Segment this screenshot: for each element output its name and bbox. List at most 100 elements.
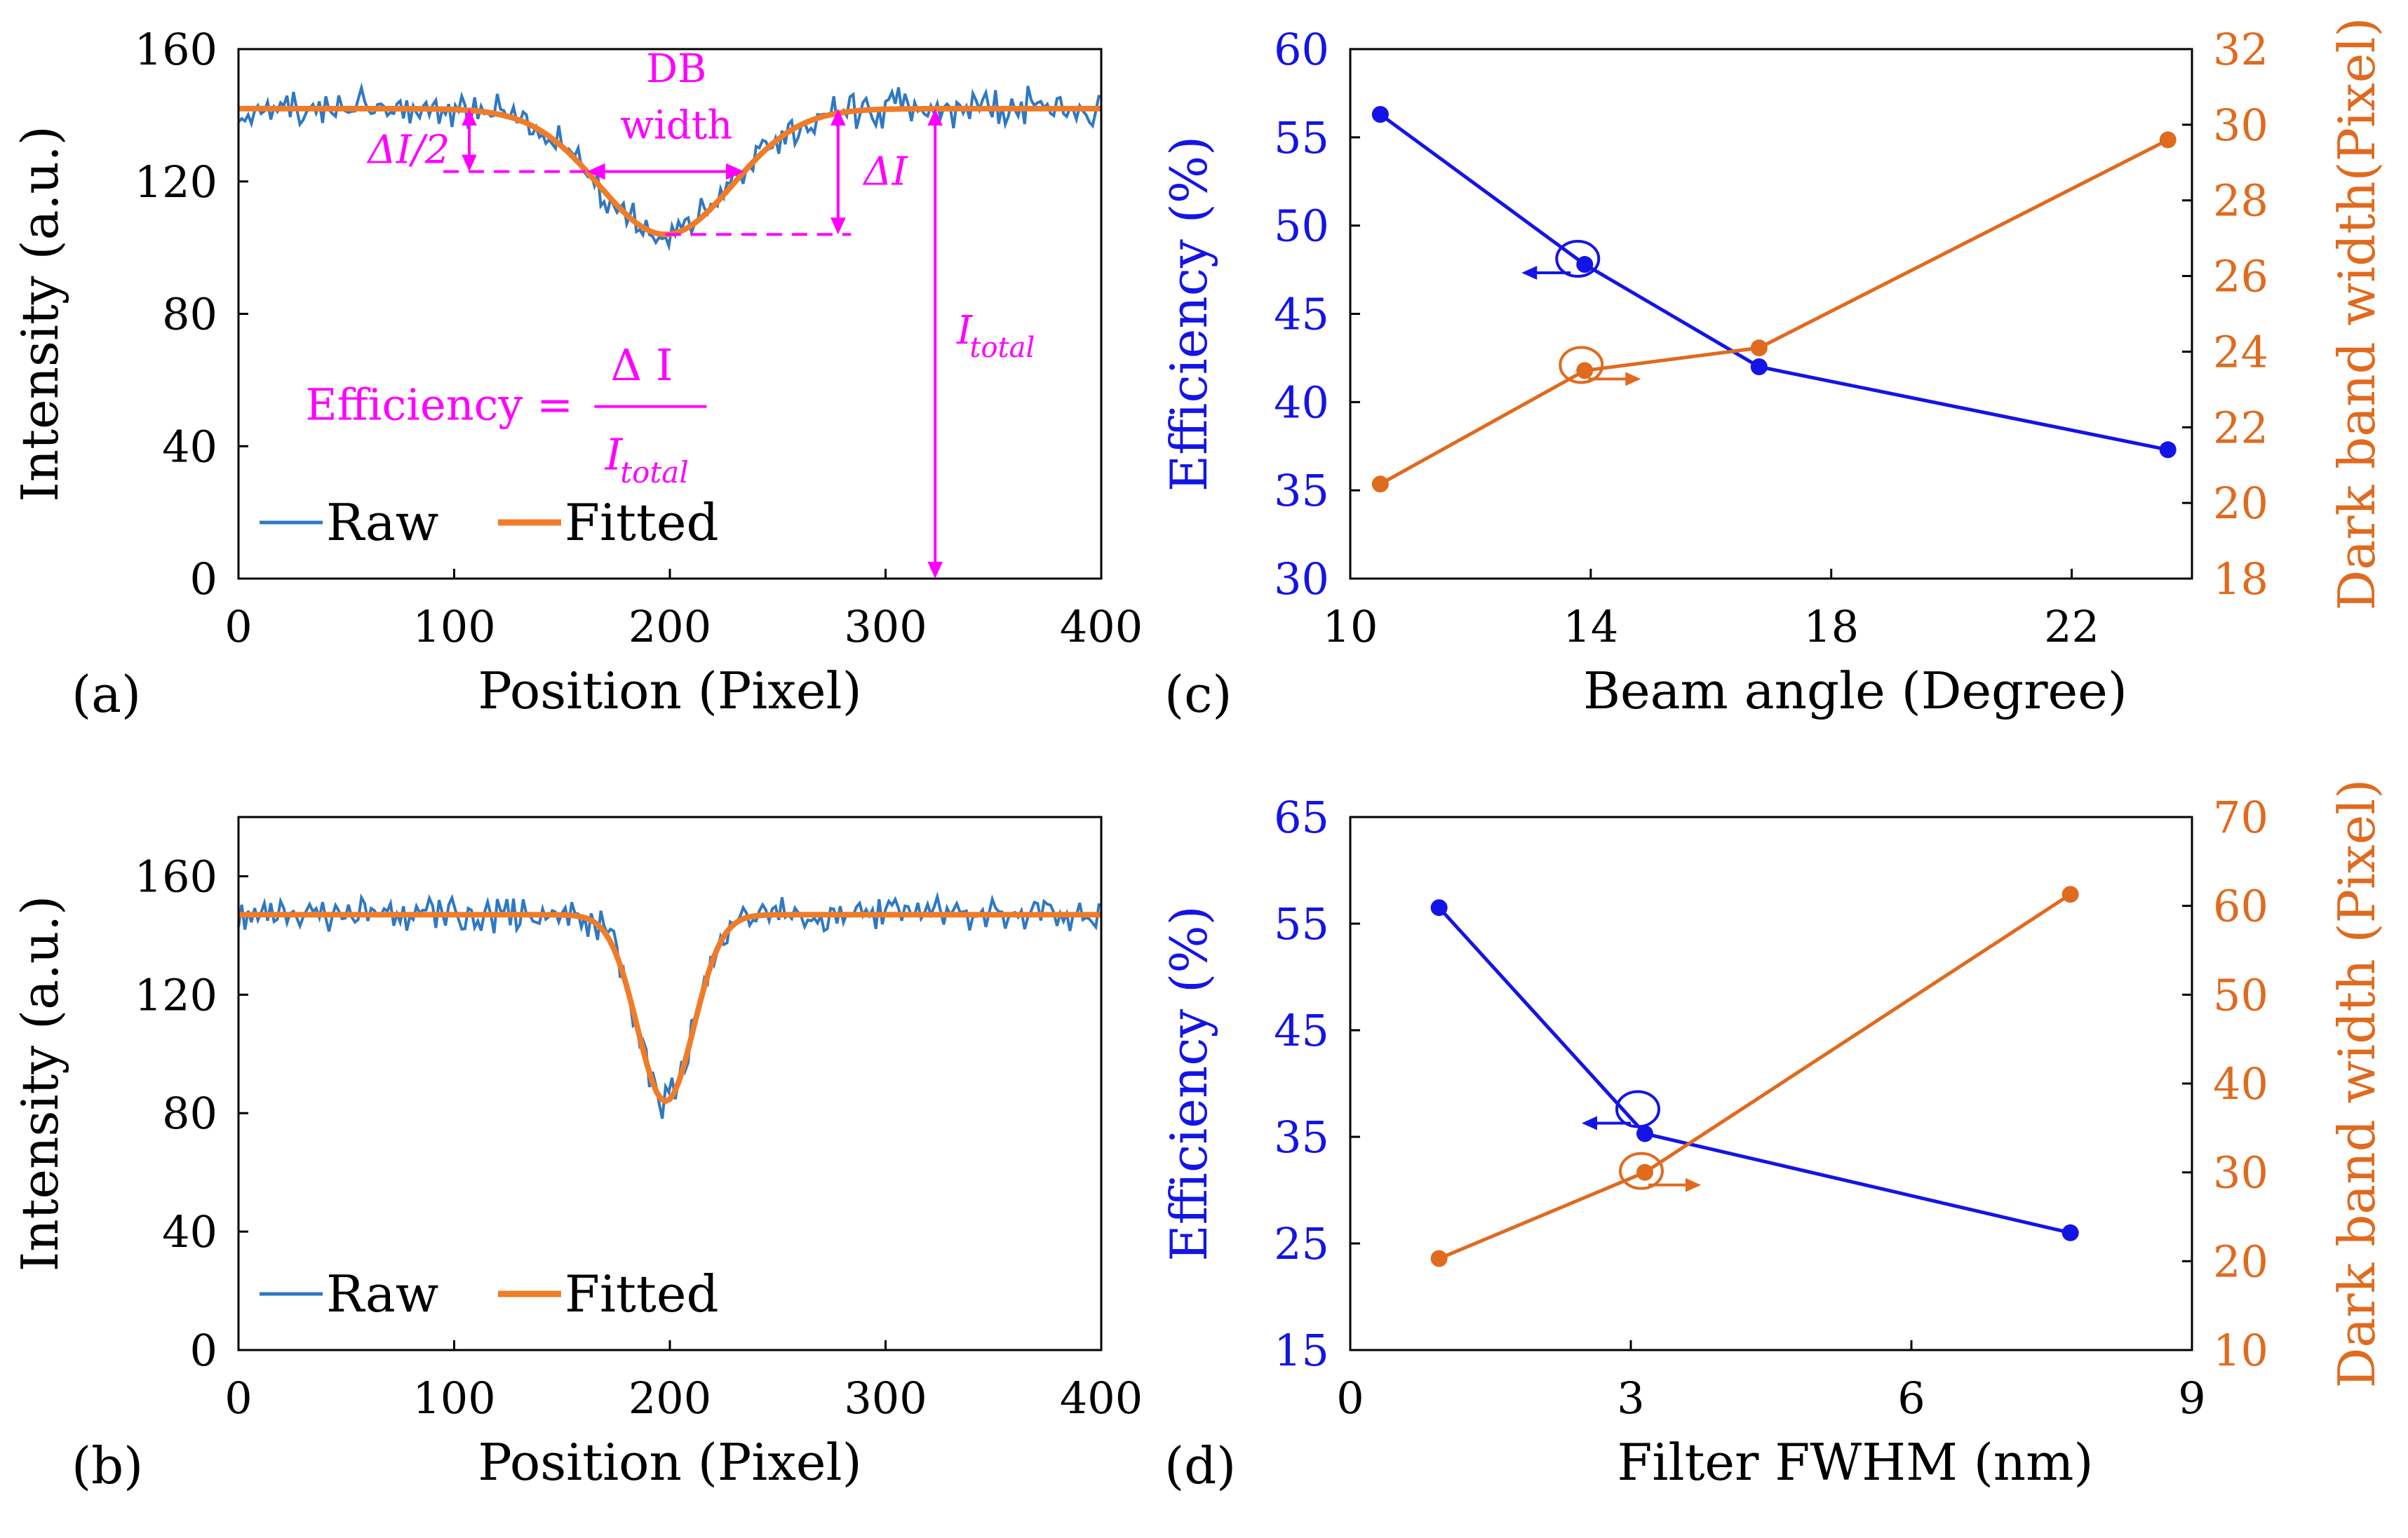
db-label: DB — [646, 46, 706, 92]
panel-c-efficiency-line — [1379, 113, 2169, 452]
panel-b-x-tick-label: 0 — [224, 1372, 252, 1424]
panel-c-efficiency-point — [1576, 256, 1594, 274]
panel-b: 0 100 200 300 400 0 40 80 120 160 Position (Pixel)… — [11, 816, 1143, 1495]
panel-c-darkband-indicator-arrow-head — [1625, 372, 1641, 386]
panel-d: 0 3 6 9 15 25 35 45 55 65 10 20 30 40 50 60 70 Filter FWH… — [1159, 779, 2386, 1495]
panel-a-y-tick-label: 40 — [162, 421, 217, 472]
panel-c-y2-tick-label: 30 — [2213, 100, 2268, 151]
panel-d-y-tick-label: 35 — [1274, 1112, 1329, 1163]
delta-arrow-head-down — [830, 217, 846, 235]
panel-c-y-tick-label: 35 — [1274, 465, 1329, 516]
panel-c-efficiency-point — [1750, 358, 1768, 375]
panel-b-x-tick-label: 400 — [1060, 1372, 1143, 1424]
db-width-arrow-head-right — [726, 163, 745, 180]
panel-c-y-axis-label-left: Efficiency (%) — [1159, 136, 1218, 492]
panel-d-x-tick-label: 3 — [1617, 1372, 1644, 1424]
panel-c-darkband-point — [1576, 362, 1594, 379]
panel-a-x-tick-label: 300 — [844, 601, 927, 652]
panel-a-panel-label: (a) — [72, 665, 141, 724]
panel-a-x-tick-label: 400 — [1060, 601, 1143, 652]
panel-c-x-tick-label: 22 — [2044, 601, 2099, 652]
panel-c-y2-tick-label: 32 — [2213, 24, 2268, 75]
panel-c-x-tick-label: 14 — [1563, 601, 1618, 652]
panel-c-plot-frame — [1349, 48, 2193, 580]
panel-d-y2-tick-label: 20 — [2213, 1236, 2268, 1287]
db-width-arrow-head-left — [586, 163, 605, 180]
panel-d-y2-tick-label: 50 — [2213, 969, 2268, 1020]
panel-d-efficiency-point — [1636, 1125, 1653, 1142]
total-subscript: total — [969, 332, 1035, 364]
panel-d-y2-tick-label: 40 — [2213, 1058, 2268, 1109]
panel-b-legend-raw-label: Raw — [326, 1264, 438, 1323]
panel-a-x-tick-label: 100 — [412, 601, 495, 652]
panel-c-panel-label: (c) — [1164, 665, 1232, 724]
efficiency-formula-denominator: I — [605, 429, 624, 480]
panel-c-y-tick-label: 50 — [1274, 201, 1329, 252]
panel-d-y2-tick-label: 60 — [2213, 881, 2268, 932]
panel-c-efficiency-point — [2159, 441, 2177, 459]
panel-d-y2-tick-label: 70 — [2213, 792, 2268, 843]
panel-c-darkband-point — [2159, 131, 2177, 149]
panel-d-y-tick-label: 65 — [1274, 792, 1329, 843]
panel-d-efficiency-indicator-ellipse — [1615, 1090, 1660, 1128]
panel-c-y-tick-label: 30 — [1274, 553, 1329, 605]
panel-c-y2-tick-label: 24 — [2213, 326, 2268, 377]
panel-c-x-tick-label: 18 — [1803, 601, 1859, 652]
total-arrow-head-down — [927, 562, 943, 579]
panel-d-efficiency-point — [1430, 899, 1448, 917]
panel-c: 10 14 18 22 30 35 40 45 50 55 60 18 20 22 24 26 28 30 32 Be… — [1159, 18, 2386, 724]
panel-b-panel-label: (b) — [72, 1436, 143, 1495]
panel-d-darkband-indicator-ellipse — [1619, 1152, 1664, 1190]
panel-d-darkband-point — [1636, 1163, 1653, 1181]
panel-b-x-tick-label: 100 — [412, 1372, 495, 1424]
delta-arrow-head-up — [830, 108, 846, 126]
panel-a-x-axis-label: Position (Pixel) — [478, 661, 861, 720]
panel-c-x-axis-label: Beam angle (Degree) — [1583, 661, 2127, 720]
panel-b-y-axis-label: Intensity (a.u.) — [11, 896, 69, 1271]
panel-d-y-tick-label: 55 — [1274, 898, 1329, 950]
panel-d-y-axis-label-right: Dark band width (Pixel) — [2327, 779, 2386, 1389]
panel-c-y-axis-label-right: Dark band width(Pixel) — [2327, 18, 2386, 611]
panel-a-x-tick-label: 200 — [628, 601, 711, 652]
half-delta-arrow-head-up — [462, 108, 477, 126]
total-arrow-head-up — [927, 108, 943, 126]
panel-c-y2-tick-label: 22 — [2213, 402, 2268, 453]
panel-c-efficiency-indicator-arrow-head — [1521, 266, 1538, 280]
panel-d-y-tick-label: 25 — [1274, 1218, 1329, 1269]
panel-c-darkband-point — [1750, 339, 1768, 357]
panel-c-darkband-point — [1371, 475, 1389, 493]
panel-d-y2-tick-label: 10 — [2213, 1325, 2268, 1376]
panel-b-legend-fitted-label: Fitted — [565, 1264, 719, 1323]
panel-d-y-tick-label: 45 — [1274, 1005, 1329, 1056]
panel-a-legend-raw-label: Raw — [326, 493, 438, 552]
panel-d-darkband-point — [2061, 886, 2079, 903]
panel-a-y-tick-label: 80 — [162, 289, 217, 340]
panel-c-y-tick-label: 45 — [1274, 289, 1329, 340]
efficiency-formula-numerator: Δ I — [611, 339, 673, 391]
half-delta-label: ΔI/2 — [366, 128, 450, 173]
panel-c-y2-tick-label: 18 — [2213, 553, 2268, 605]
panel-d-darkband-indicator-arrow-head — [1686, 1178, 1701, 1192]
panel-a: 0 100 200 300 400 0 40 80 120 160 Position (Pixel)… — [11, 24, 1143, 724]
half-delta-arrow-head-down — [462, 154, 477, 172]
efficiency-formula-denominator-sub: total — [620, 455, 689, 490]
panel-d-y-axis-label-left: Efficiency (%) — [1159, 905, 1218, 1262]
panel-d-efficiency-indicator-arrow-head — [1582, 1116, 1597, 1131]
panel-a-x-tick-label: 0 — [224, 601, 252, 652]
panel-c-efficiency-indicator-ellipse — [1555, 240, 1601, 278]
panel-d-y-tick-label: 15 — [1274, 1325, 1329, 1376]
panel-d-y2-tick-label: 30 — [2213, 1147, 2268, 1199]
efficiency-formula-label: Efficiency = — [305, 379, 573, 431]
panel-c-y-tick-label: 55 — [1274, 112, 1329, 163]
total-label: I — [956, 308, 974, 353]
panel-b-y-tick-label: 160 — [135, 851, 217, 902]
panel-b-x-axis-label: Position (Pixel) — [478, 1433, 861, 1492]
panel-c-y2-tick-label: 20 — [2213, 478, 2268, 529]
panel-c-x-tick-label: 10 — [1323, 601, 1378, 652]
panel-d-panel-label: (d) — [1164, 1436, 1236, 1495]
panel-b-y-tick-label: 120 — [135, 969, 217, 1020]
panel-a-y-tick-label: 0 — [190, 553, 217, 605]
panel-b-y-tick-label: 40 — [162, 1206, 217, 1257]
panel-b-fitted-series-line — [238, 912, 1101, 1105]
